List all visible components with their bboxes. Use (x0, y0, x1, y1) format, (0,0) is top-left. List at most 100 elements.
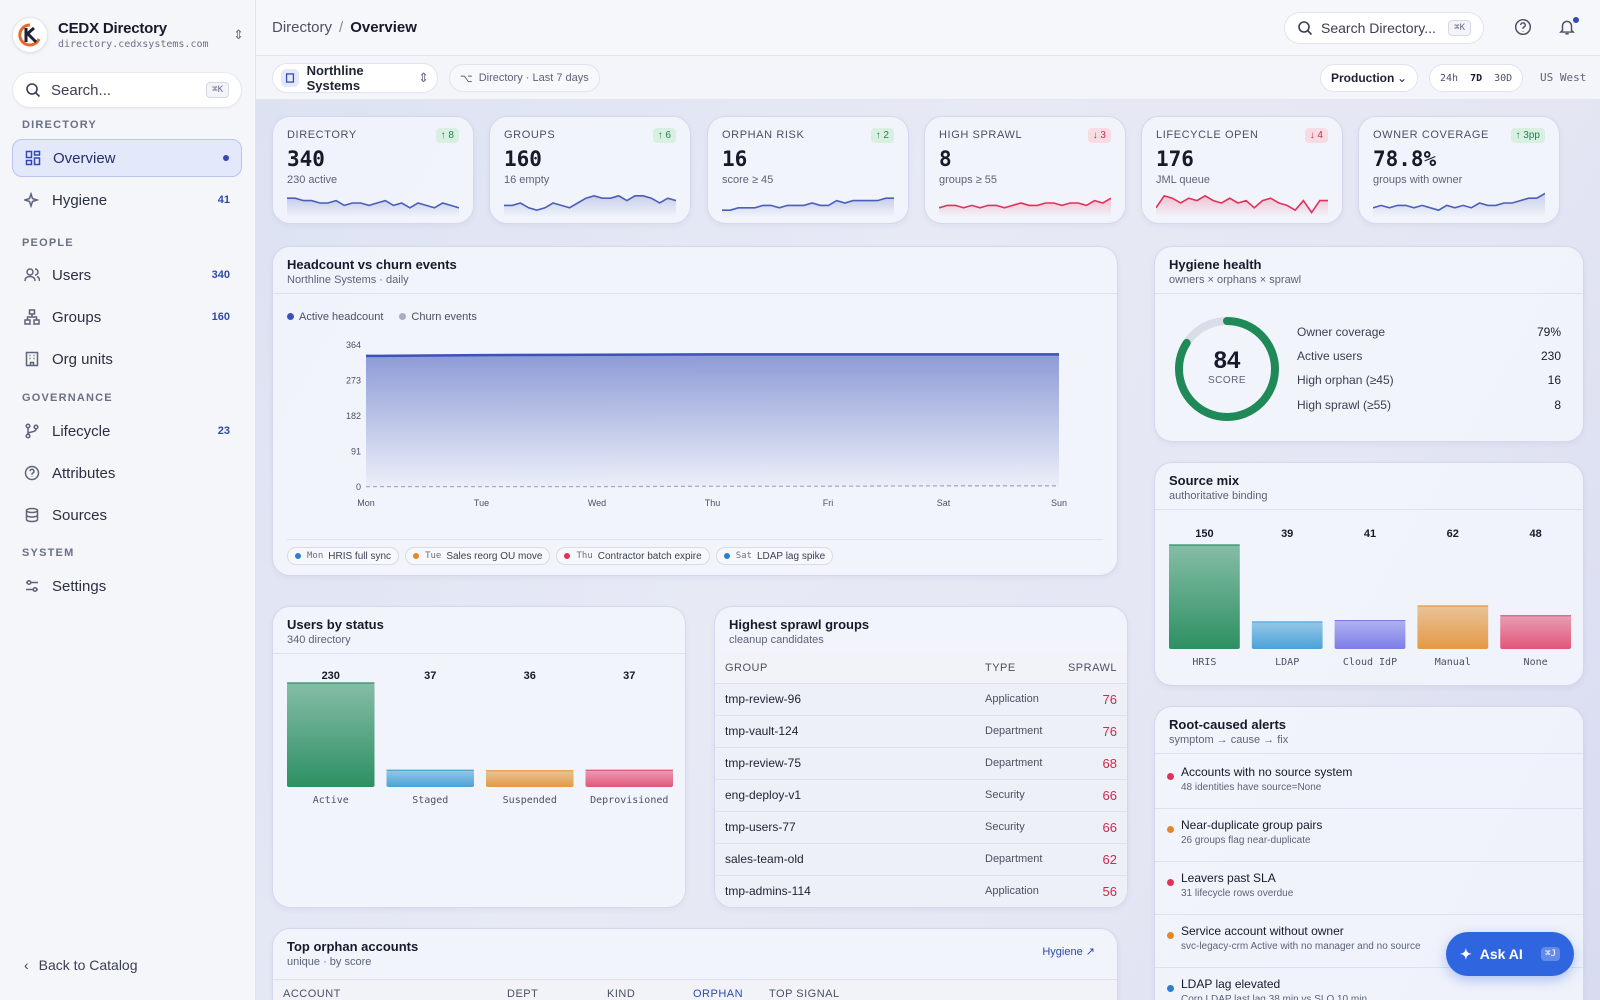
group-type: Department (975, 715, 1057, 748)
sidebar-item-sources[interactable]: Sources (12, 496, 242, 534)
back-to-catalog-link[interactable]: ‹ Back to Catalog (24, 957, 138, 973)
sidebar-item-count: 340 (211, 269, 230, 281)
event-chip[interactable]: Sat LDAP lag spike (715, 547, 834, 565)
table-row[interactable]: tmp-review-96 Application 76 (715, 683, 1127, 716)
alert-title: Accounts with no source system (1181, 765, 1353, 779)
kpi-delta-badge: ↑ 2 (870, 128, 894, 143)
alert-item[interactable]: Service account without owner svc-legacy-… (1155, 916, 1583, 968)
search-icon (1298, 21, 1313, 36)
kpi-card[interactable]: OWNER COVERAGE 78.8% groups with owner ↑… (1358, 116, 1560, 224)
group-type: Security (975, 779, 1057, 812)
table-row[interactable]: sales-team-old Department 62 (715, 843, 1127, 876)
alert-title: Leavers past SLA (1181, 871, 1276, 885)
bar-category-label: Suspended (503, 795, 557, 806)
sprawl-score: 68 (1057, 747, 1127, 780)
col-type[interactable]: TYPE (975, 653, 1057, 684)
sidebar-item-settings[interactable]: Settings (12, 567, 242, 605)
alert-item[interactable]: Leavers past SLA 31 lifecycle rows overdu… (1155, 863, 1583, 915)
hygiene-link[interactable]: Hygiene ↗ (1042, 946, 1095, 958)
kpi-card[interactable]: HIGH SPRAWL 8 groups ≥ 55 ↓ 3 (924, 116, 1126, 224)
sprawl-groups-card: Highest sprawl groups cleanup candidates… (714, 606, 1128, 908)
table-row[interactable]: tmp-users-77 Security 66 (715, 811, 1127, 844)
table-row[interactable]: tmp-admins-114 Application 56 (715, 875, 1127, 907)
col-kind[interactable]: KIND (607, 988, 636, 1000)
group-name: eng-deploy-v1 (715, 779, 975, 812)
sidebar-item-users[interactable]: Users 340 (12, 256, 242, 294)
card-subtitle: cleanup candidates (729, 634, 824, 646)
sprawl-score: 76 (1057, 715, 1127, 748)
legend-item[interactable]: Churn events (399, 311, 477, 323)
col-group[interactable]: GROUP (715, 653, 975, 684)
col-dept[interactable]: DEPT (507, 988, 539, 1000)
table-row[interactable]: tmp-review-75 Department 68 (715, 747, 1127, 780)
sidebar-item-hygiene[interactable]: Hygiene 41 (12, 181, 242, 219)
hygiene-row: High sprawl (≥55) 8 (1297, 398, 1561, 412)
help-icon[interactable] (1514, 18, 1534, 38)
section-directory: DIRECTORY (22, 119, 97, 131)
org-selector[interactable]: Northline Systems ⇕ (272, 63, 438, 93)
col-top-signal[interactable]: TOP SIGNAL (769, 988, 840, 1000)
range-24h[interactable]: 24h (1440, 72, 1459, 84)
alert-item[interactable]: Accounts with no source system 48 identit… (1155, 757, 1583, 809)
col-sprawl[interactable]: SPRAWL (1057, 653, 1127, 684)
table-row[interactable]: tmp-vault-124 Department 76 (715, 715, 1127, 748)
x-tick-label: Fri (823, 498, 834, 508)
card-title: Headcount vs churn events (287, 257, 457, 272)
card-subtitle: Northline Systems · daily (287, 274, 409, 286)
alert-detail: 48 identities have source=None (1181, 782, 1322, 793)
environment-select[interactable]: Production ⌄ (1320, 64, 1418, 92)
search-placeholder: Search Directory... (1321, 20, 1436, 36)
kpi-subtitle: 16 empty (504, 174, 550, 186)
alert-detail: 31 lifecycle rows overdue (1181, 888, 1294, 899)
col-orphan[interactable]: ORPHAN (693, 988, 744, 1000)
sidebar-search-input[interactable]: Search... ⌘K (12, 72, 242, 108)
scope-chip[interactable]: ⌥ Directory · Last 7 days (449, 64, 600, 92)
severity-dot (1167, 773, 1174, 780)
x-tick-label: Tue (474, 498, 489, 508)
x-tick-label: Sun (1051, 498, 1067, 508)
time-range-toggle[interactable]: 24h 7D 30D (1429, 64, 1524, 92)
legend-item[interactable]: Active headcount (287, 311, 383, 323)
sprawl-table: GROUP TYPE SPRAWL tmp-review-96 Applicati… (715, 653, 1127, 907)
alert-item[interactable]: LDAP lag elevated Corp LDAP last lag 38 m… (1165, 969, 1575, 1000)
card-subtitle: owners × orphans × sprawl (1169, 274, 1302, 286)
sidebar-item-attributes[interactable]: Attributes (12, 454, 242, 492)
bar (486, 770, 574, 787)
sidebar-item-org-units[interactable]: Org units (12, 340, 242, 378)
kpi-sparkline (1373, 192, 1545, 217)
kpi-card[interactable]: DIRECTORY 340 230 active ↑ 8 (272, 116, 474, 224)
sidebar-item-groups[interactable]: Groups 160 (12, 298, 242, 336)
col-account[interactable]: ACCOUNT (283, 988, 341, 1000)
event-chip[interactable]: Thu Contractor batch expire (556, 547, 710, 565)
cedx-logo (12, 17, 48, 53)
group-type: Department (975, 843, 1057, 876)
sidebar-item-overview[interactable]: Overview (12, 139, 242, 177)
range-7d[interactable]: 7D (1470, 72, 1483, 84)
bell-icon[interactable] (1558, 17, 1579, 38)
x-tick-label: Thu (705, 498, 721, 508)
group-name: tmp-admins-114 (715, 875, 975, 907)
ask-ai-button[interactable]: ✦ Ask AI ⌘J (1446, 932, 1574, 976)
table-row[interactable]: eng-deploy-v1 Security 66 (715, 779, 1127, 812)
alert-item[interactable]: Near-duplicate group pairs 26 groups flag… (1155, 810, 1583, 862)
global-search-input[interactable]: Search Directory... ⌘K (1284, 12, 1484, 44)
alerts-card: Root-caused alerts symptom → cause → fix… (1154, 706, 1584, 1000)
kpi-card[interactable]: GROUPS 160 16 empty ↑ 6 (489, 116, 691, 224)
event-chip[interactable]: Mon HRIS full sync (287, 547, 400, 565)
sidebar-item-label: Sources (52, 506, 108, 524)
workspace-switcher[interactable]: CEDX Directory directory.cedxsystems.com… (12, 12, 244, 58)
event-chip[interactable]: Tue Sales reorg OU move (405, 547, 551, 565)
kpi-value: 16 (722, 147, 748, 171)
group-type: Application (975, 683, 1057, 716)
kpi-card[interactable]: ORPHAN RISK 16 score ≥ 45 ↑ 2 (707, 116, 909, 224)
kpi-subtitle: JML queue (1156, 174, 1211, 186)
breadcrumb-directory[interactable]: Directory (272, 19, 333, 36)
kpi-card[interactable]: LIFECYCLE OPEN 176 JML queue ↓ 4 (1141, 116, 1343, 224)
kpi-label: ORPHAN RISK (722, 129, 805, 141)
hierarchy-icon (24, 309, 40, 325)
sidebar-item-count: 41 (217, 194, 230, 206)
sidebar-item-lifecycle[interactable]: Lifecycle 23 (12, 412, 242, 450)
bar (1169, 545, 1240, 649)
section-system: SYSTEM (22, 547, 75, 559)
range-30d[interactable]: 30D (1494, 72, 1513, 84)
